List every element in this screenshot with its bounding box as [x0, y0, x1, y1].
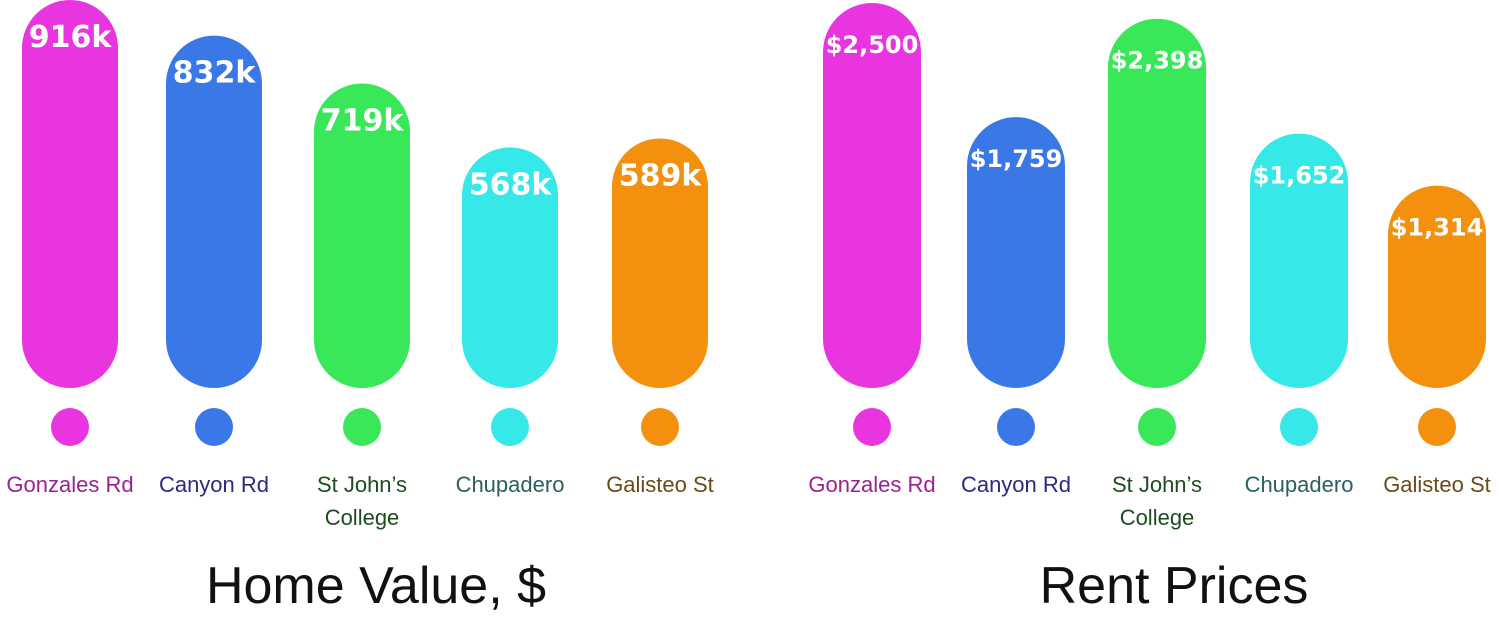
value-label-1-4: $1,314 [1391, 214, 1484, 242]
legend-dot-1-2 [1138, 408, 1176, 446]
value-label-1-0: $2,500 [826, 31, 919, 59]
category-label-1-2: St John’s College [1112, 472, 1202, 530]
value-label-0-2: 719k [321, 103, 405, 138]
category-label-line-1-0-0: Gonzales Rd [808, 472, 935, 497]
category-label-line-0-4-0: Galisteo St [606, 472, 714, 497]
category-label-line-0-2-1: College [325, 505, 400, 530]
bar-0-0 [22, 0, 118, 388]
value-label-0-4: 589k [619, 159, 703, 194]
chart-title-1: Rent Prices [1040, 557, 1309, 615]
legend-dot-0-3 [491, 408, 529, 446]
value-label-0-0: 916k [29, 20, 113, 55]
bar-1-3 [1250, 133, 1348, 388]
legend-dot-0-4 [641, 408, 679, 446]
category-label-line-1-3-0: Chupadero [1245, 472, 1354, 497]
category-label-line-1-2-0: St John’s [1112, 472, 1202, 497]
bar-0-1 [166, 35, 262, 389]
category-label-line-0-1-0: Canyon Rd [159, 472, 269, 497]
legend-dot-0-2 [343, 408, 381, 446]
value-label-1-1: $1,759 [970, 145, 1063, 173]
legend-dot-1-3 [1280, 408, 1318, 446]
home-value-chart: 916k Gonzales Rd 832k Canyon Rd 719k St John’… [6, 0, 714, 615]
category-label-1-4: Galisteo St [1383, 472, 1491, 497]
bar-0-4 [612, 138, 708, 388]
bar-1-2 [1108, 18, 1206, 388]
value-label-1-3: $1,652 [1253, 162, 1346, 190]
category-label-line-1-4-0: Galisteo St [1383, 472, 1491, 497]
category-label-0-0: Gonzales Rd [6, 472, 133, 497]
legend-dot-1-0 [853, 408, 891, 446]
category-label-line-1-1-0: Canyon Rd [961, 472, 1071, 497]
legend-dot-0-0 [51, 408, 89, 446]
category-label-0-2: St John’s College [317, 472, 407, 530]
category-label-1-1: Canyon Rd [961, 472, 1071, 497]
category-label-0-3: Chupadero [456, 472, 565, 497]
category-label-1-3: Chupadero [1245, 472, 1354, 497]
bar-1-4 [1388, 185, 1486, 388]
rent-prices-chart: $2,500 Gonzales Rd $1,759 Canyon Rd $2,398 St… [808, 3, 1491, 615]
chart-title-0: Home Value, $ [206, 557, 546, 615]
category-label-line-0-2-0: St John’s [317, 472, 407, 497]
value-label-0-3: 568k [469, 167, 553, 202]
legend-dot-1-4 [1418, 408, 1456, 446]
bar-1-1 [967, 117, 1065, 388]
category-label-1-0: Gonzales Rd [808, 472, 935, 497]
legend-dot-1-1 [997, 408, 1035, 446]
category-label-0-4: Galisteo St [606, 472, 714, 497]
bar-1-0 [823, 3, 921, 388]
category-label-line-1-2-1: College [1120, 505, 1195, 530]
bar-0-2 [314, 83, 410, 389]
category-label-line-0-3-0: Chupadero [456, 472, 565, 497]
value-label-1-2: $2,398 [1111, 47, 1204, 75]
category-label-line-0-0-0: Gonzales Rd [6, 472, 133, 497]
value-label-0-1: 832k [173, 56, 257, 91]
legend-dot-0-1 [195, 408, 233, 446]
bar-0-3 [462, 147, 558, 388]
category-label-0-1: Canyon Rd [159, 472, 269, 497]
